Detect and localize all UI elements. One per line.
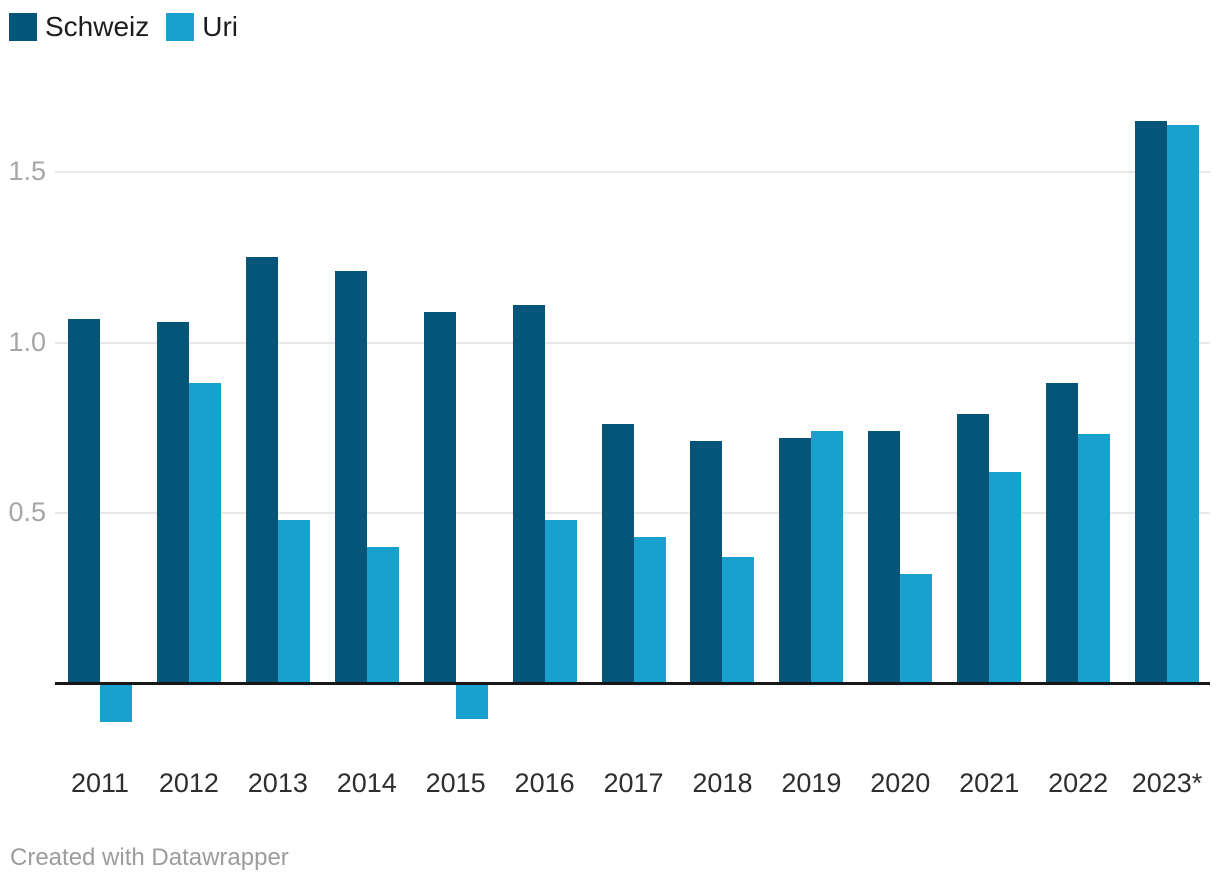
bar-schweiz-2021	[957, 414, 990, 683]
y-axis-tick-label: 1.5	[8, 156, 46, 187]
legend-label: Schweiz	[45, 11, 150, 42]
attribution: Created with Datawrapper	[10, 844, 289, 871]
gridline-y-1.0	[55, 341, 1210, 344]
bar-uri-2019	[811, 431, 844, 683]
bar-uri-2015	[455, 685, 488, 720]
x-axis-tick-label: 2014	[336, 768, 397, 798]
bar-uri-2013	[277, 519, 310, 683]
y-axis-tick-label: 0.5	[8, 496, 46, 527]
bar-schweiz-2015	[423, 311, 456, 683]
bar-schweiz-2013	[245, 257, 278, 683]
legend-swatch-icon	[9, 13, 37, 41]
bar-uri-2018	[722, 557, 755, 683]
x-axis-tick-label: 2023*	[1131, 768, 1203, 798]
x-axis-tick-label: 2013	[247, 768, 308, 798]
legend-swatch-icon	[166, 13, 195, 41]
bar-schweiz-2012	[156, 322, 189, 683]
x-axis-tick-label: 2019	[781, 768, 842, 798]
legend-item-uri: Uri	[166, 13, 238, 41]
x-axis-baseline	[55, 682, 1210, 685]
bar-schweiz-2020	[868, 431, 901, 683]
bar-schweiz-2011	[68, 318, 100, 683]
y-axis-tick-label: 1.0	[8, 326, 46, 357]
bar-uri-2021	[989, 471, 1022, 683]
legend-item-schweiz: Schweiz	[9, 13, 149, 41]
bar-uri-2022	[1078, 434, 1111, 683]
bar-uri-2016	[544, 519, 577, 683]
bar-uri-2014	[366, 546, 399, 683]
bar-uri-2012	[188, 383, 221, 683]
x-axis-tick-label: 2018	[692, 768, 753, 798]
gridline-y-1.5	[55, 171, 1210, 174]
x-axis-tick-label: 2020	[870, 768, 931, 798]
legend-label: Uri	[202, 11, 239, 42]
bar-schweiz-2022	[1046, 383, 1079, 683]
x-axis-tick-label: 2016	[514, 768, 575, 798]
bar-schweiz-2014	[334, 270, 367, 683]
bar-schweiz-2016	[512, 305, 545, 683]
x-axis-tick-label: 2012	[158, 768, 219, 798]
bar-uri-2017	[633, 536, 666, 683]
bar-schweiz-2018	[690, 441, 723, 683]
x-axis-tick-label: 2022	[1048, 768, 1109, 798]
bar-uri-2023	[1167, 124, 1200, 683]
bar-uri-2011	[100, 685, 132, 723]
bar-uri-2020	[900, 574, 933, 683]
bar-schweiz-2023	[1135, 121, 1168, 683]
x-axis-tick-label: 2011	[70, 768, 130, 798]
x-axis-tick-label: 2015	[425, 768, 486, 798]
bar-schweiz-2017	[601, 424, 634, 683]
bar-schweiz-2019	[779, 437, 812, 683]
x-axis-tick-label: 2021	[959, 768, 1020, 798]
legend: Schweiz Uri	[9, 13, 238, 41]
x-axis-tick-label: 2017	[603, 768, 664, 798]
